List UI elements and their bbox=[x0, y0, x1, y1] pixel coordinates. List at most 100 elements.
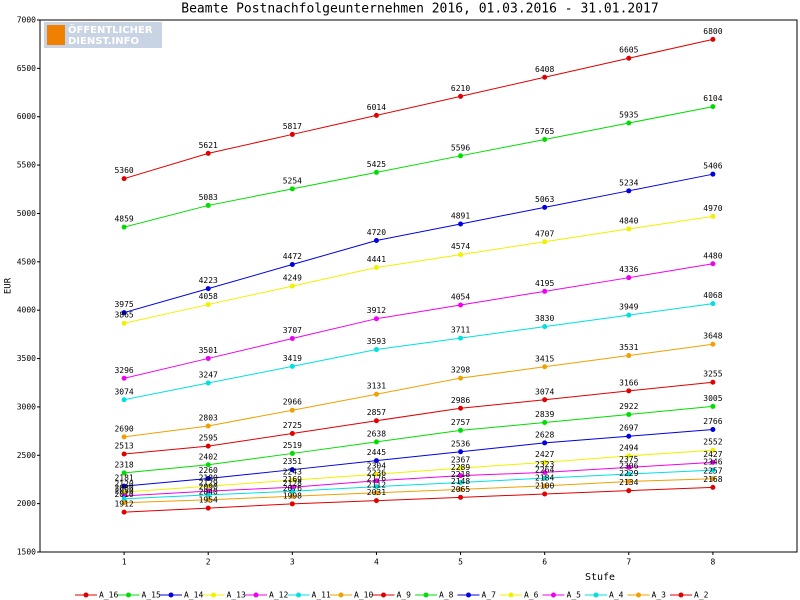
legend-label: A_14 bbox=[184, 591, 203, 600]
point bbox=[542, 324, 548, 330]
point bbox=[289, 262, 295, 268]
legend-label: A_13 bbox=[227, 591, 246, 600]
data-label: 1954 bbox=[199, 496, 218, 505]
point bbox=[458, 93, 464, 99]
data-label: 2318 bbox=[114, 460, 133, 469]
point bbox=[710, 467, 716, 473]
point bbox=[205, 423, 211, 429]
point bbox=[373, 391, 379, 397]
series-line bbox=[124, 405, 713, 474]
series-line bbox=[123, 263, 713, 379]
legend-marker bbox=[168, 592, 174, 598]
data-label: 2257 bbox=[703, 466, 722, 475]
y-tick-label: 3500 bbox=[17, 354, 36, 363]
point bbox=[205, 462, 211, 468]
point bbox=[289, 186, 295, 192]
point bbox=[121, 470, 127, 476]
legend-label: A_5 bbox=[567, 591, 582, 600]
data-label: 2065 bbox=[451, 485, 470, 494]
legend-label: A_15 bbox=[142, 591, 161, 600]
data-label: 4223 bbox=[199, 276, 218, 285]
point bbox=[121, 310, 127, 316]
data-label: 2986 bbox=[451, 396, 470, 405]
point bbox=[205, 302, 211, 308]
point bbox=[626, 226, 632, 232]
chart-title: Beamte Postnachfolgeunternehmen 2016, 01… bbox=[181, 2, 658, 17]
data-label: 3648 bbox=[703, 332, 722, 341]
point bbox=[626, 478, 632, 484]
point bbox=[373, 169, 379, 175]
legend-label: A_4 bbox=[609, 591, 624, 600]
point bbox=[289, 363, 295, 369]
point bbox=[289, 283, 295, 289]
legend-label: A_16 bbox=[99, 591, 118, 600]
point bbox=[289, 431, 295, 437]
point bbox=[205, 492, 211, 498]
point bbox=[373, 471, 379, 477]
point bbox=[542, 288, 548, 294]
series-line bbox=[123, 173, 713, 314]
series-line bbox=[124, 478, 713, 504]
point bbox=[626, 411, 632, 417]
point bbox=[289, 131, 295, 137]
legend-marker bbox=[338, 592, 344, 598]
data-label: 4195 bbox=[535, 279, 554, 288]
point bbox=[626, 120, 632, 126]
data-label: 2922 bbox=[619, 402, 638, 411]
series-line bbox=[123, 106, 713, 228]
data-label: 4058 bbox=[199, 292, 218, 301]
logo-icon bbox=[47, 25, 65, 45]
point bbox=[542, 440, 548, 446]
data-label: 2080 bbox=[114, 483, 133, 492]
data-label: 5406 bbox=[703, 162, 722, 171]
point bbox=[542, 74, 548, 80]
data-label: 2445 bbox=[367, 448, 386, 457]
legend-label: A_6 bbox=[524, 591, 539, 600]
point bbox=[458, 480, 464, 486]
data-label: 2519 bbox=[283, 441, 302, 450]
data-label: 4970 bbox=[703, 204, 722, 213]
point bbox=[710, 484, 716, 490]
point bbox=[458, 405, 464, 411]
x-tick-label: 6 bbox=[542, 558, 547, 567]
point bbox=[373, 478, 379, 484]
point bbox=[710, 476, 716, 482]
data-label: 2757 bbox=[451, 418, 470, 427]
point bbox=[121, 496, 127, 502]
data-label: 3949 bbox=[619, 303, 638, 312]
point bbox=[121, 397, 127, 403]
series-line bbox=[124, 429, 713, 487]
data-label: 2031 bbox=[367, 488, 386, 497]
data-label: 2494 bbox=[619, 443, 638, 452]
data-label: 2040 bbox=[199, 487, 218, 496]
point bbox=[710, 459, 716, 465]
point bbox=[205, 202, 211, 208]
data-label: 3707 bbox=[283, 326, 302, 335]
x-tick-label: 5 bbox=[458, 558, 463, 567]
data-label: 5425 bbox=[367, 160, 386, 169]
point bbox=[710, 447, 716, 453]
point bbox=[626, 353, 632, 359]
data-label: 3131 bbox=[367, 382, 386, 391]
legend-marker bbox=[466, 592, 471, 598]
point bbox=[626, 471, 632, 477]
data-label: 3074 bbox=[535, 387, 554, 396]
data-label: 6408 bbox=[535, 65, 554, 74]
legend-marker bbox=[593, 592, 599, 598]
point bbox=[626, 388, 632, 394]
point bbox=[710, 379, 716, 385]
data-label: 2725 bbox=[283, 421, 302, 430]
data-label: 3593 bbox=[367, 337, 386, 346]
point bbox=[373, 418, 379, 424]
point bbox=[289, 450, 295, 456]
point bbox=[373, 439, 379, 445]
data-label: 4859 bbox=[114, 215, 133, 224]
legend-label: A_3 bbox=[652, 591, 667, 600]
data-label: 3247 bbox=[199, 371, 218, 380]
point bbox=[458, 486, 464, 492]
point bbox=[458, 153, 464, 159]
data-label: 2236 bbox=[367, 468, 386, 477]
legend-marker bbox=[296, 592, 301, 598]
x-tick-label: 4 bbox=[374, 558, 379, 567]
point bbox=[542, 469, 548, 475]
